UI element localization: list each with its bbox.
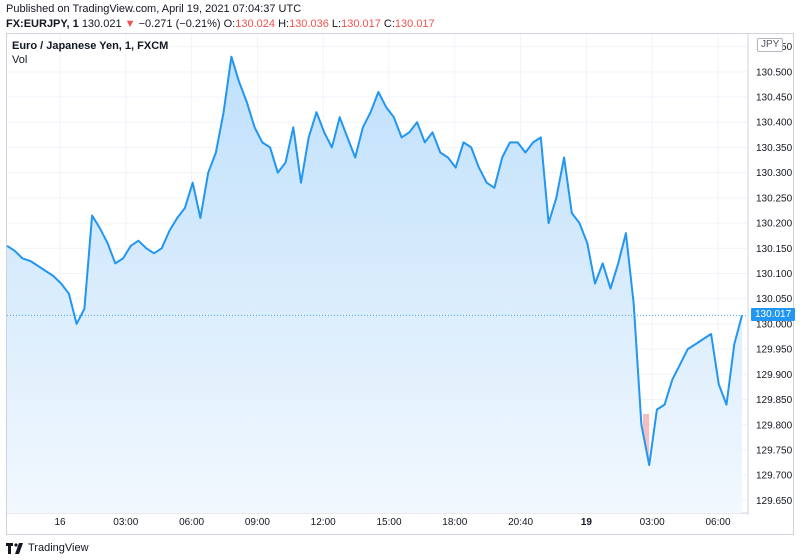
- y-tick-label: 130.500: [756, 67, 793, 78]
- y-tick-label: 129.650: [756, 496, 793, 507]
- y-tick-label: 130.350: [756, 143, 793, 154]
- x-tick-label: 15:00: [376, 517, 401, 528]
- x-tick-label: 06:00: [179, 517, 204, 528]
- tradingview-logo-icon: [6, 542, 24, 554]
- close-value: 130.017: [394, 18, 435, 30]
- legend-volume: Vol: [12, 54, 28, 66]
- x-tick-label: 16: [54, 517, 66, 528]
- y-tick-label: 129.750: [756, 445, 793, 456]
- open-label: O:: [223, 18, 236, 30]
- y-tick-label: 130.450: [756, 93, 793, 104]
- symbol-quote-line: FX:EURJPY, 1 130.021 ▼ −0.271 (−0.21%) O…: [6, 17, 435, 31]
- footer-brand[interactable]: TradingView: [6, 541, 89, 555]
- y-tick-label: 129.700: [756, 471, 793, 482]
- low-label: L:: [331, 18, 342, 30]
- x-tick-label: 18:00: [442, 517, 467, 528]
- low-value: 130.017: [341, 18, 381, 30]
- symbol-name: FX:EURJPY, 1: [6, 18, 79, 30]
- y-tick-label: 129.800: [756, 420, 793, 431]
- high-value: 130.036: [289, 18, 329, 30]
- footer-brand-label: TradingView: [28, 542, 89, 554]
- y-tick-label: 130.400: [756, 118, 793, 129]
- price-line: [6, 55, 743, 467]
- y-tick-label: 129.850: [756, 395, 793, 406]
- currency-badge[interactable]: JPY: [757, 38, 784, 52]
- y-tick-label: 129.950: [756, 345, 793, 356]
- y-tick-label: 130.050: [756, 294, 793, 305]
- y-tick-label: 130.000: [756, 319, 793, 330]
- x-tick-label: 09:00: [245, 517, 270, 528]
- publish-info: Published on TradingView.com, April 19, …: [6, 3, 302, 15]
- last-price-tag: 130.017: [751, 308, 796, 322]
- y-tick-label: 130.250: [756, 193, 793, 204]
- x-tick-label: 03:00: [640, 517, 665, 528]
- y-tick-label: 130.200: [756, 219, 793, 230]
- legend-title: Euro / Japanese Yen, 1, FXCM: [12, 40, 169, 52]
- high-label: H:: [278, 18, 290, 30]
- y-tick-label: 130.300: [756, 168, 793, 179]
- chart-pane[interactable]: [6, 33, 794, 535]
- open-value: 130.024: [235, 18, 275, 30]
- last-price: 130.021: [81, 18, 122, 30]
- close-label: C:: [383, 18, 395, 30]
- x-tick-label: 03:00: [113, 517, 138, 528]
- y-tick-label: 129.900: [756, 370, 793, 381]
- y-tick-label: 130.100: [756, 269, 793, 280]
- price-area-fill: [7, 56, 742, 513]
- x-tick-label: 06:00: [705, 517, 730, 528]
- y-tick-label: 130.150: [756, 244, 793, 255]
- change-down-icon: ▼: [124, 18, 136, 30]
- x-tick-label: 20:40: [508, 517, 533, 528]
- x-tick-label: 12:00: [311, 517, 336, 528]
- price-change: −0.271 (−0.21%): [138, 18, 221, 30]
- x-tick-label: 19: [581, 517, 593, 528]
